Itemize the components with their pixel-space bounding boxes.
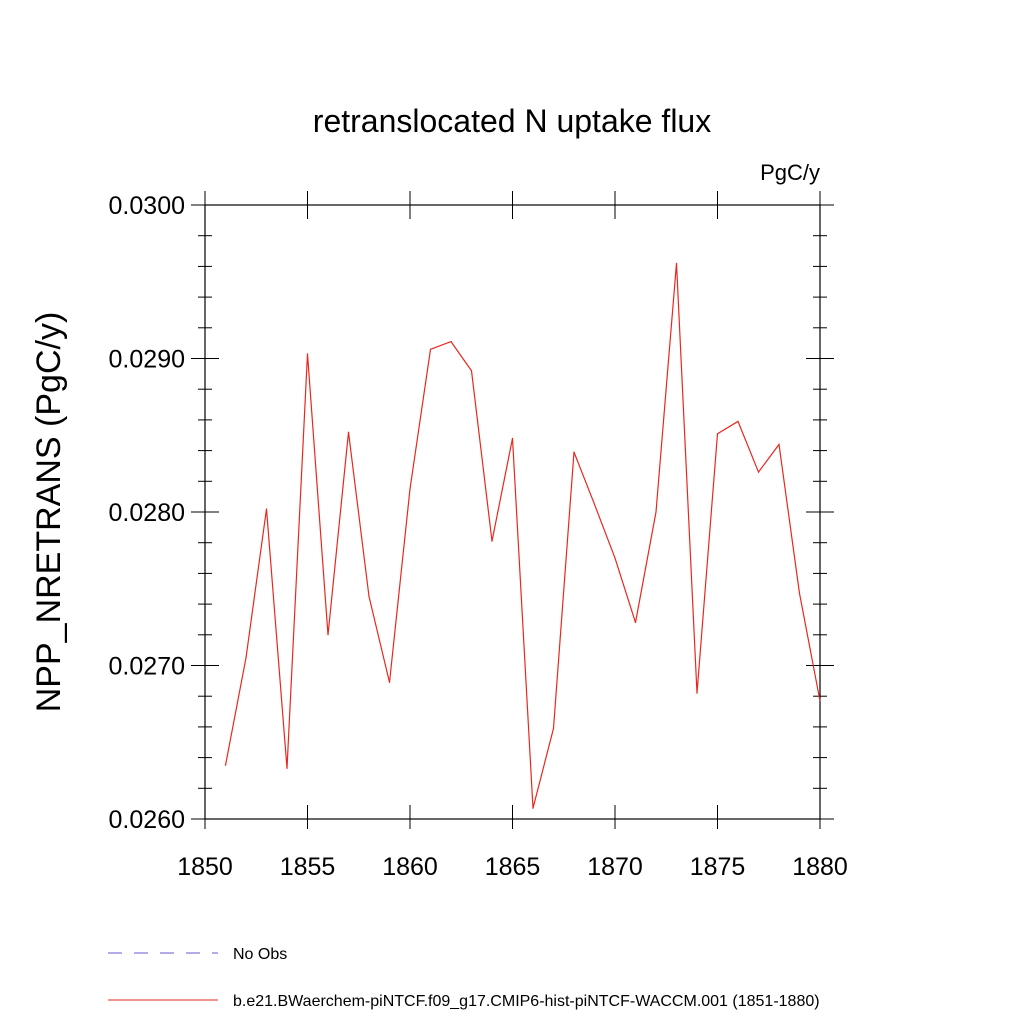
legend: No Obs b.e21.BWaerchem-piNTCF.f09_g17.CMI… bbox=[108, 946, 820, 1010]
y-axis-label: NPP_NRETRANS (PgC/y) bbox=[30, 312, 68, 713]
x-tick-label: 1855 bbox=[280, 853, 336, 881]
data-point bbox=[224, 764, 227, 766]
data-point bbox=[368, 595, 370, 598]
data-point bbox=[306, 353, 309, 355]
data-point bbox=[737, 420, 739, 423]
legend-label: b.e21.BWaerchem-piNTCF.f09_g17.CMIP6-his… bbox=[233, 993, 820, 1010]
x-tick-label: 1865 bbox=[485, 853, 541, 881]
data-point bbox=[675, 262, 678, 264]
x-tick-label: 1875 bbox=[690, 853, 746, 881]
data-point bbox=[491, 540, 493, 542]
y-axis: 0.0260 0.0270 0.0280 0.0290 0.0300 bbox=[109, 192, 834, 834]
data-point bbox=[388, 681, 391, 683]
data-point bbox=[593, 503, 596, 505]
data-point bbox=[778, 443, 780, 446]
y-tick-label: 0.0290 bbox=[109, 346, 185, 374]
data-point bbox=[696, 692, 698, 694]
data-point bbox=[634, 621, 637, 624]
legend-label: No Obs bbox=[233, 946, 287, 963]
series-layer bbox=[224, 262, 821, 809]
data-point bbox=[552, 727, 555, 730]
data-point bbox=[327, 634, 329, 636]
chart-title: retranslocated N uptake flux bbox=[313, 103, 711, 139]
x-tick-label: 1880 bbox=[792, 853, 848, 881]
x-tick-label: 1870 bbox=[587, 853, 643, 881]
x-tick-label: 1860 bbox=[382, 853, 438, 881]
data-point bbox=[819, 700, 821, 702]
data-point bbox=[347, 431, 350, 433]
data-point bbox=[532, 807, 534, 809]
data-point bbox=[716, 433, 719, 435]
data-point bbox=[450, 341, 452, 343]
data-point bbox=[470, 370, 473, 372]
data-point bbox=[655, 511, 657, 513]
data-point bbox=[757, 471, 760, 473]
x-axis: 1850 1855 1860 1865 1870 1875 1880 bbox=[177, 191, 848, 881]
data-point bbox=[409, 488, 411, 490]
plot-frame bbox=[204, 204, 821, 820]
data-point bbox=[286, 767, 288, 769]
y-tick-label: 0.0300 bbox=[109, 192, 185, 220]
y-tick-label: 0.0270 bbox=[109, 653, 185, 681]
y-tick-label: 0.0280 bbox=[109, 499, 185, 527]
data-point bbox=[798, 592, 801, 594]
series-line bbox=[224, 263, 821, 809]
data-point bbox=[429, 348, 432, 350]
data-point bbox=[265, 508, 268, 510]
x-tick-label: 1850 bbox=[177, 853, 233, 881]
y-tick-label: 0.0260 bbox=[109, 806, 185, 834]
data-point bbox=[511, 437, 514, 439]
data-point bbox=[573, 451, 575, 453]
data-point bbox=[614, 557, 616, 559]
data-point bbox=[245, 657, 247, 659]
units-label: PgC/y bbox=[760, 160, 820, 185]
